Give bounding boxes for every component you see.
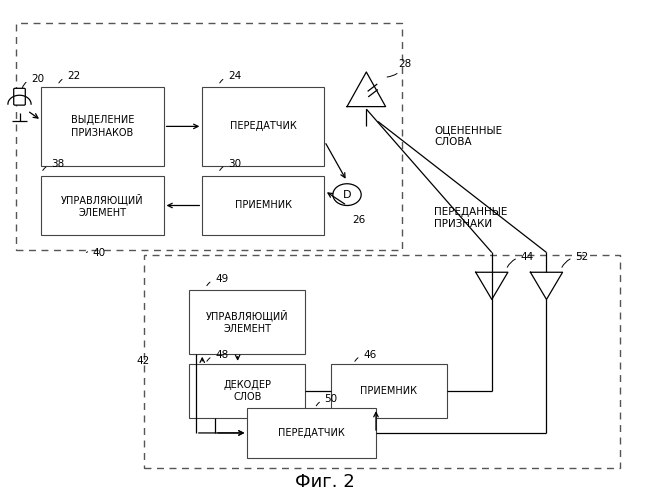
Text: 30: 30 [220, 159, 241, 170]
Bar [202, 176, 324, 235]
Text: 26: 26 [352, 216, 365, 226]
Text: D: D [343, 190, 351, 200]
Bar [16, 22, 402, 250]
Text: 48: 48 [207, 350, 228, 362]
Text: ПЕРЕДАННЫЕ
ПРИЗНАКИ: ПЕРЕДАННЫЕ ПРИЗНАКИ [434, 206, 508, 229]
Bar [202, 87, 324, 166]
FancyBboxPatch shape [14, 88, 25, 105]
Bar [144, 255, 620, 468]
Bar [42, 87, 164, 166]
Bar [247, 408, 376, 458]
Text: 44: 44 [507, 252, 534, 268]
Text: 52: 52 [562, 252, 589, 268]
Text: 20: 20 [22, 74, 44, 88]
Bar [42, 176, 164, 235]
Text: ПЕРЕДАТЧИК: ПЕРЕДАТЧИК [230, 122, 297, 132]
Text: 46: 46 [355, 350, 376, 362]
Text: ПРИЕМНИК: ПРИЕМНИК [235, 200, 292, 210]
Bar [190, 364, 305, 418]
Text: 49: 49 [207, 274, 228, 285]
Text: 22: 22 [59, 72, 80, 83]
Text: УПРАВЛЯЮЩИЙ
ЭЛЕМЕНТ: УПРАВЛЯЮЩИЙ ЭЛЕМЕНТ [206, 310, 289, 334]
Text: ОЦЕНЕННЫЕ
СЛОВА: ОЦЕНЕННЫЕ СЛОВА [434, 125, 502, 148]
Text: УПРАВЛЯЮЩИЙ
ЭЛЕМЕНТ: УПРАВЛЯЮЩИЙ ЭЛЕМЕНТ [61, 194, 144, 218]
Text: 28: 28 [387, 59, 411, 77]
Text: 24: 24 [220, 72, 241, 83]
Text: ДЕКОДЕР
СЛОВ: ДЕКОДЕР СЛОВ [223, 380, 271, 402]
Text: Фиг. 2: Фиг. 2 [295, 474, 354, 492]
Text: ПЕРЕДАТЧИК: ПЕРЕДАТЧИК [278, 428, 345, 438]
Bar [331, 364, 447, 418]
Text: ПРИЕМНИК: ПРИЕМНИК [360, 386, 417, 396]
Bar [190, 290, 305, 354]
Text: 50: 50 [316, 394, 337, 406]
Text: 38: 38 [43, 159, 64, 170]
Circle shape [333, 184, 361, 206]
Text: 40: 40 [86, 248, 106, 258]
Text: ВЫДЕЛЕНИЕ
ПРИЗНАКОВ: ВЫДЕЛЕНИЕ ПРИЗНАКОВ [71, 115, 134, 138]
Text: 42: 42 [136, 356, 149, 366]
